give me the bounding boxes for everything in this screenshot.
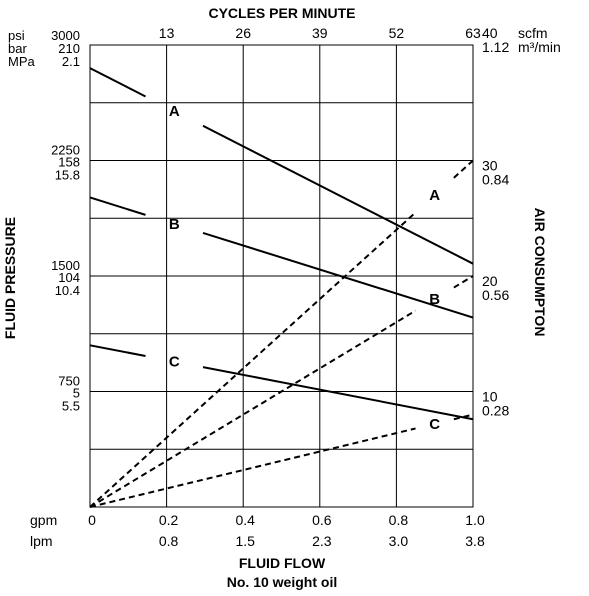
top-tick-label: 13: [159, 25, 175, 41]
top-tick-label: 63: [465, 25, 481, 41]
left-tick-psi: 2250: [51, 143, 80, 158]
pressure-line-b: [202, 231, 474, 319]
right-top-scfm: 40: [482, 25, 498, 41]
x-tick-lpm: 3.0: [389, 533, 409, 549]
air-line-b: [453, 275, 474, 289]
left-tick-psi: 1500: [51, 258, 80, 273]
left-tick-bar: 158: [58, 155, 80, 170]
pressure-line-c: [89, 344, 146, 358]
air-line-a: [89, 211, 417, 508]
air-line-b: [89, 309, 417, 508]
x-tick-gpm: 0: [88, 512, 96, 528]
top-tick-label: 52: [389, 25, 405, 41]
x-tick-lpm: 0.8: [159, 533, 179, 549]
x-tick-lpm: 2.3: [312, 533, 332, 549]
x-axis-title: FLUID FLOW: [239, 555, 326, 571]
x-axis-ticks: 0 0.2 0.4 0.6 0.8 1.0 0.8 1.5 2.3 3.0 3.8: [88, 512, 485, 549]
x-tick-gpm: 0.6: [312, 512, 332, 528]
left-tick-psi: 750: [58, 374, 80, 389]
pressure-line-a: [89, 67, 146, 98]
left-unit-psi: psi: [8, 28, 25, 43]
right-tick-scfm: 20: [482, 273, 498, 289]
right-tick-m3: 0.56: [482, 287, 509, 303]
right-unit-m3: m³/min: [518, 39, 561, 55]
air-line-a: [453, 159, 474, 179]
air-label-a: A: [429, 187, 440, 204]
x-unit-lpm: lpm: [30, 533, 53, 549]
x-tick-gpm: 1.0: [465, 512, 485, 528]
left-unit-bar: bar: [8, 41, 27, 56]
pressure-line-b: [89, 196, 146, 216]
air-label-b: B: [429, 291, 440, 308]
left-top-mpa: 2.1: [62, 54, 80, 69]
pressure-label-c: C: [169, 354, 180, 371]
left-tick-bar: 104: [58, 270, 80, 285]
left-tick-mpa: 15.8: [55, 168, 80, 183]
plot-grid: [89, 44, 474, 508]
pressure-line-c: [202, 366, 474, 421]
top-tick-label: 26: [235, 25, 251, 41]
right-tick-m3: 0.28: [482, 403, 509, 419]
air-line-c: [453, 413, 474, 421]
x-tick-lpm: 3.8: [465, 533, 485, 549]
pressure-label-b: B: [169, 216, 180, 233]
right-unit-scfm: scfm: [518, 25, 548, 41]
air-line-c: [89, 427, 416, 508]
x-axis-subtitle: No. 10 weight oil: [227, 574, 337, 590]
left-tick-mpa: 5.5: [62, 399, 80, 414]
left-top-bar: 210: [58, 41, 80, 56]
right-tick-m3: 0.84: [482, 172, 509, 188]
x-tick-gpm: 0.4: [235, 512, 255, 528]
x-tick-gpm: 0.2: [159, 512, 179, 528]
left-unit-mpa: MPa: [8, 54, 36, 69]
top-axis-title: CYCLES PER MINUTE: [208, 5, 355, 21]
right-axis-title: AIR CONSUMPTON: [532, 208, 548, 337]
left-top-psi: 3000: [51, 28, 80, 43]
x-tick-lpm: 1.5: [235, 533, 255, 549]
right-tick-scfm: 10: [482, 389, 498, 405]
air-label-c: C: [429, 416, 440, 433]
top-tick-label: 39: [312, 25, 328, 41]
series-lines: A B C A B C: [89, 67, 474, 508]
pressure-label-a: A: [169, 103, 180, 120]
right-tick-scfm: 30: [482, 158, 498, 174]
x-tick-gpm: 0.8: [389, 512, 409, 528]
left-tick-mpa: 10.4: [55, 283, 80, 298]
left-tick-bar: 5: [73, 386, 80, 401]
pressure-line-a: [202, 124, 474, 265]
left-axis-title: FLUID PRESSURE: [2, 217, 18, 339]
right-axis-ticks: 300.84 200.56 100.28: [482, 158, 509, 419]
x-unit-gpm: gpm: [30, 512, 57, 528]
top-axis-ticks: 13 26 39 52 63: [159, 25, 481, 41]
right-top-m3: 1.12: [482, 39, 509, 55]
